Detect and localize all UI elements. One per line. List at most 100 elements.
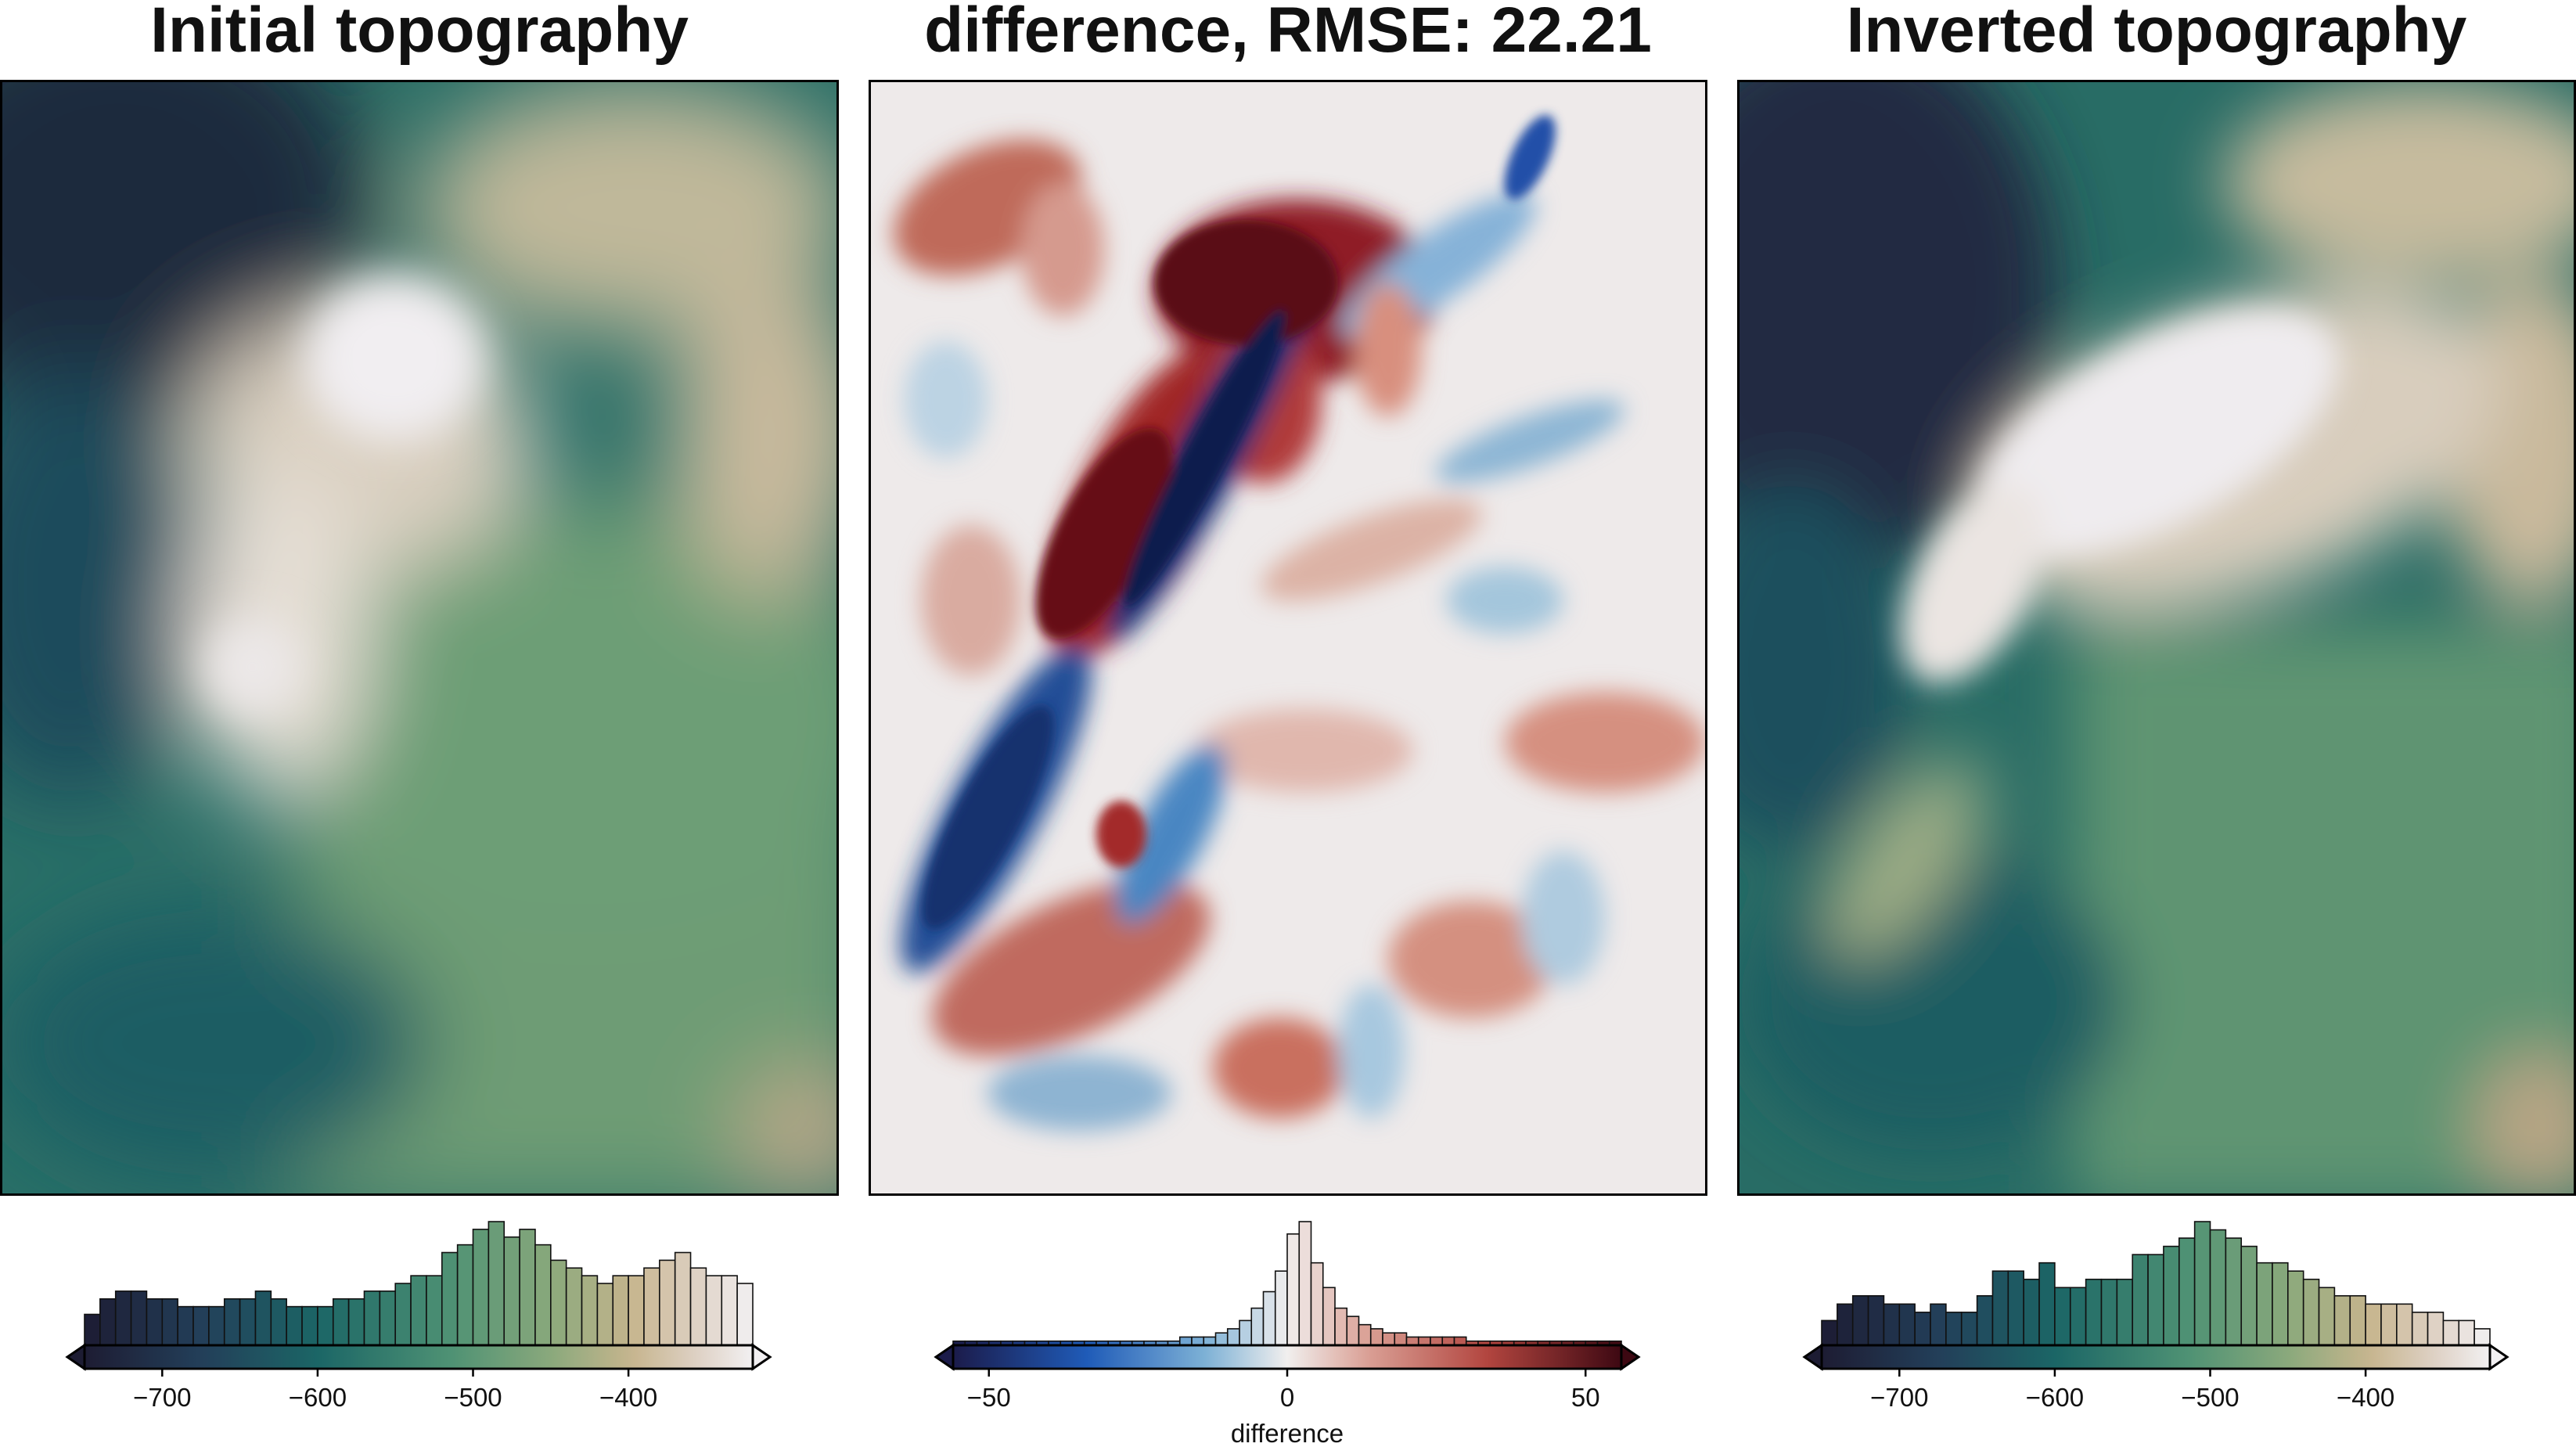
- histogram-bar: [1976, 1295, 1994, 1346]
- histogram-bar: [1430, 1336, 1444, 1346]
- difference-heatmap: [871, 82, 1705, 1193]
- colorbar-tick-label: −600: [289, 1383, 347, 1412]
- histogram-bar: [487, 1221, 505, 1346]
- histogram-bar: [301, 1305, 318, 1346]
- colorbar-tick-label: −600: [2026, 1383, 2084, 1412]
- histogram-bar: [192, 1305, 210, 1346]
- histogram-bar: [2318, 1287, 2336, 1346]
- histogram-bar: [2349, 1295, 2366, 1346]
- histogram-bar: [2069, 1287, 2087, 1346]
- histogram-bar: [2396, 1303, 2413, 1346]
- histogram-bar: [519, 1229, 536, 1346]
- histogram-bar: [2209, 1229, 2227, 1346]
- histogram-bar: [2442, 1319, 2460, 1346]
- inverted-topography-map: [1737, 80, 2576, 1196]
- histogram-bar: [1441, 1336, 1455, 1346]
- histogram-bar: [2411, 1312, 2429, 1346]
- colorbar-tick-label: −700: [1870, 1383, 1928, 1412]
- colorbar-tick-label: 0: [1280, 1383, 1294, 1412]
- colorbar-extend-min: [65, 1343, 86, 1371]
- colorbar-extend-max: [751, 1343, 772, 1371]
- histogram-bar: [2038, 1262, 2056, 1346]
- histogram-bar: [2458, 1319, 2475, 1346]
- histogram-bar: [2163, 1245, 2180, 1346]
- histogram-bar: [659, 1259, 676, 1346]
- histogram-bar: [1358, 1323, 1372, 1346]
- histogram-bar: [426, 1275, 443, 1346]
- histogram-bar: [2132, 1254, 2149, 1346]
- histogram-bar: [1178, 1336, 1193, 1346]
- histogram-bar: [223, 1298, 241, 1346]
- histogram-bar: [114, 1290, 132, 1346]
- histogram-bar: [1405, 1336, 1419, 1346]
- colorbar-initial: −700 −600 −500 −400: [0, 1201, 839, 1447]
- histogram-bar: [1226, 1328, 1240, 1346]
- histogram-bar: [317, 1305, 334, 1346]
- histogram-bar: [1945, 1312, 1963, 1346]
- histogram-bar: [84, 1313, 101, 1346]
- histogram-bar: [1346, 1316, 1360, 1346]
- colorbar-gradient: [1820, 1344, 2491, 1370]
- colorbar-inverted: −700 −600 −500 −400: [1737, 1201, 2576, 1447]
- histogram-bar: [736, 1283, 754, 1346]
- histogram-bar: [2147, 1254, 2164, 1346]
- histogram-bar: [2116, 1278, 2134, 1346]
- difference-map: [869, 80, 1707, 1196]
- histogram-bar: [2272, 1262, 2289, 1346]
- histogram-bar: [2287, 1270, 2304, 1346]
- colorbar-tick-label: −400: [599, 1383, 657, 1412]
- histogram-bar: [254, 1290, 272, 1346]
- histogram-bar: [379, 1290, 397, 1346]
- histogram-bar: [2365, 1303, 2382, 1346]
- histogram-bar: [1214, 1332, 1229, 1346]
- histogram-bar: [2302, 1278, 2320, 1346]
- histogram-bar: [1991, 1270, 2009, 1346]
- histogram-bar: [2054, 1287, 2071, 1346]
- histogram-bar: [270, 1298, 287, 1346]
- colorbar-tick-label: −500: [2181, 1383, 2239, 1412]
- histogram-bar: [472, 1229, 490, 1346]
- histogram-bar: [1250, 1307, 1265, 1346]
- histogram-bar: [239, 1298, 257, 1346]
- colorbar-extend-min: [1802, 1343, 1823, 1371]
- colorbar-tick-label: −400: [2337, 1383, 2394, 1412]
- histogram-bar: [410, 1275, 427, 1346]
- histogram-bar: [130, 1290, 148, 1346]
- colorbar-tick-label: −50: [967, 1383, 1011, 1412]
- histogram-bar: [1191, 1336, 1205, 1346]
- colorbar-tick-label: −700: [133, 1383, 191, 1412]
- histogram-bar: [721, 1275, 738, 1346]
- histogram-bar: [2085, 1278, 2103, 1346]
- colorbar-svg: −700 −600 −500 −400: [65, 1221, 772, 1412]
- histogram-bar: [2240, 1245, 2258, 1346]
- histogram-bar: [1334, 1307, 1348, 1346]
- histogram-bar: [441, 1251, 459, 1346]
- histogram-bar: [1203, 1336, 1217, 1346]
- histogram-bar: [1453, 1336, 1467, 1346]
- histogram-bar: [286, 1305, 303, 1346]
- initial-topography-heatmap: [2, 82, 836, 1193]
- histogram-bar: [2380, 1303, 2398, 1346]
- histogram-bar: [2473, 1328, 2491, 1346]
- histogram-bar: [1930, 1303, 1947, 1346]
- histogram-bar: [1239, 1319, 1253, 1346]
- histogram-bar: [1262, 1290, 1276, 1346]
- colorbar-tick-label: 50: [1571, 1383, 1600, 1412]
- colorbar-extend-max: [2488, 1343, 2509, 1371]
- histogram-bar: [643, 1267, 660, 1346]
- histogram-bar: [363, 1290, 381, 1346]
- initial-topography-map: [0, 80, 839, 1196]
- histogram-bar: [628, 1275, 645, 1346]
- histogram-bar: [581, 1275, 599, 1346]
- histogram-bar: [565, 1267, 583, 1346]
- histogram-bar: [689, 1267, 707, 1346]
- histogram-bar: [2100, 1278, 2118, 1346]
- histogram-bar: [1274, 1270, 1288, 1346]
- histogram-bar: [208, 1305, 225, 1346]
- histogram-bar: [161, 1298, 178, 1346]
- colorbar-svg: −700 −600 −500 −400: [1802, 1221, 2509, 1412]
- histogram-bar: [1417, 1336, 1431, 1346]
- histogram-bar: [503, 1236, 520, 1346]
- inverted-topography-heatmap: [1740, 82, 2574, 1193]
- chart-title: Initial topography: [150, 0, 689, 66]
